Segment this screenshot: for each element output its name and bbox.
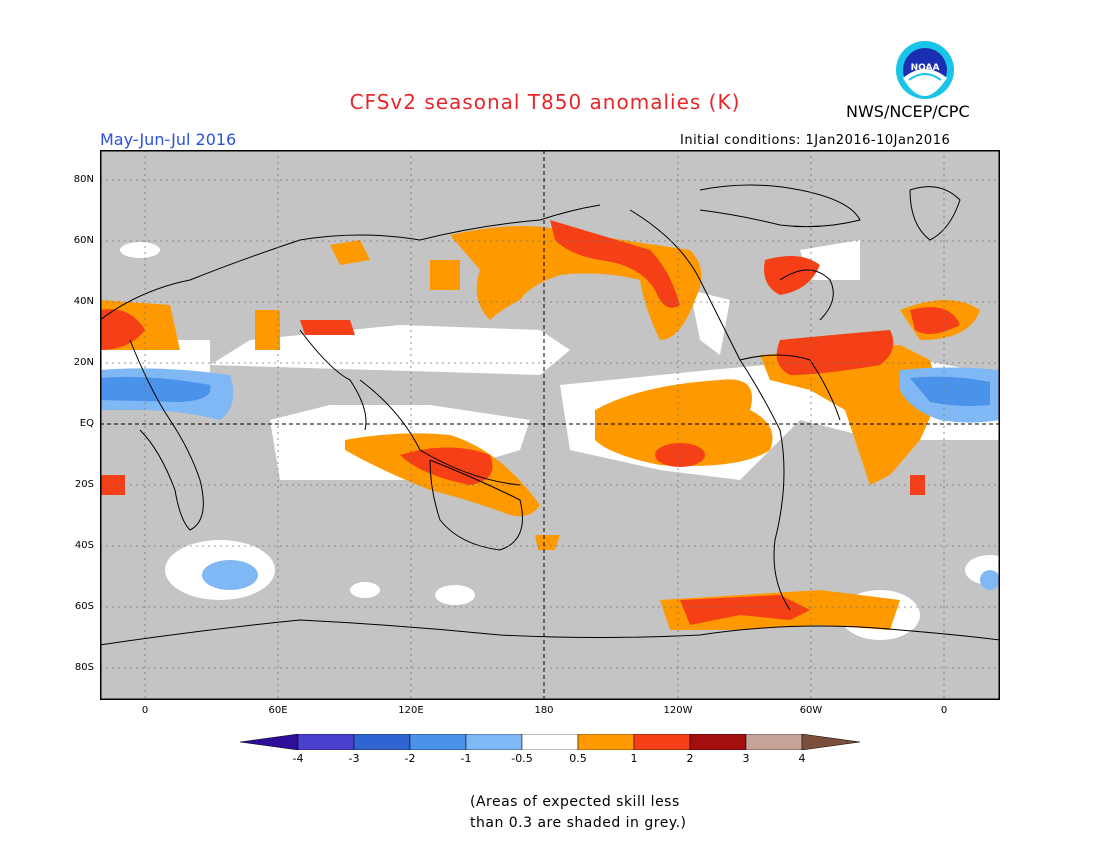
colorbar-bin [521,734,579,750]
lat-lon-grid [100,150,1000,700]
colorbar-bin [633,734,691,750]
lat-label-60s: 60S [74,601,94,612]
noaa-logo-text: NOAA [911,63,940,73]
colorbar-max-arrow [801,734,861,750]
colorbar-label: -3 [348,752,360,765]
lon-label-120e: 120E [398,705,424,716]
lat-label-20n: 20N [73,357,94,368]
colorbar-bin [353,734,411,750]
colorbar [240,734,861,750]
colorbar-min-arrow [240,734,299,750]
lat-label-eq: EQ [79,418,94,429]
agency-label: NWS/NCEP/CPC [846,102,970,121]
skill-note: (Areas of expected skill less than 0.3 a… [470,792,687,834]
season-label: May-Jun-Jul 2016 [100,130,237,149]
colorbar-label: 4 [798,752,806,765]
lon-label-0-west: 0 [141,705,149,716]
initial-conditions-label: Initial conditions: 1Jan2016-10Jan2016 [680,133,951,148]
lat-label-40s: 40S [74,540,94,551]
colorbar-bin [689,734,747,750]
colorbar-bin [409,734,467,750]
lat-label-80n: 80N [73,174,94,185]
lon-label-60w: 60W [799,705,823,716]
map-title: CFSv2 seasonal T850 anomalies (K) [349,90,741,114]
anomaly-negative-regions [100,367,1000,590]
lat-label-20s: 20S [74,479,94,490]
colorbar-label: -2 [404,752,416,765]
lon-label-180: 180 [534,705,554,716]
skill-note-line-2: than 0.3 are shaded in grey.) [470,815,687,831]
lon-label-0-east: 0 [940,705,948,716]
map-frame [100,150,1000,700]
colorbar-label: 1 [630,752,638,765]
colorbar-label: -1 [460,752,472,765]
colorbar-bin [577,734,635,750]
noaa-logo: NOAA [896,41,954,99]
lat-label-40n: 40N [73,296,94,307]
colorbar-label: 0.5 [569,752,587,765]
lon-label-120w: 120W [663,705,693,716]
colorbar-bin [297,734,355,750]
colorbar-bin [465,734,523,750]
coastlines [100,184,1000,646]
colorbar-label: -4 [292,752,304,765]
lon-label-60e: 60E [268,705,288,716]
equator-dateline [100,150,1000,700]
anomaly-map [100,150,1000,700]
anomaly-0.5-1-regions [100,226,980,630]
colorbar-label: -0.5 [511,752,533,765]
lat-label-60n: 60N [73,235,94,246]
colorbar-bin [745,734,803,750]
colorbar-label: 3 [742,752,750,765]
colorbar-label: 2 [686,752,694,765]
skill-note-line-1: (Areas of expected skill less [470,794,680,810]
lat-label-80s: 80S [74,662,94,673]
